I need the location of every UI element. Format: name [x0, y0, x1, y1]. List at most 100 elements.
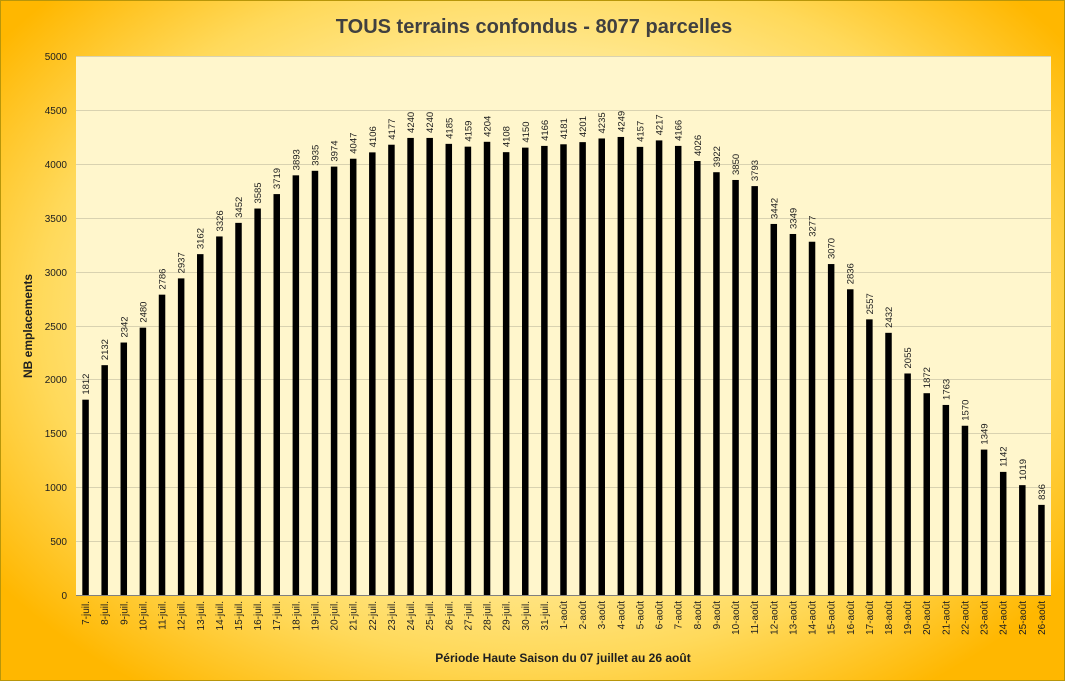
x-tick-label: 15-juil. — [234, 601, 245, 630]
x-tick-label: 7-juil. — [81, 601, 92, 625]
bar — [770, 223, 778, 595]
bar — [330, 166, 338, 595]
bar — [579, 142, 586, 595]
x-tick-label: 28-juil. — [483, 601, 494, 630]
data-label: 4235 — [597, 112, 608, 133]
bar — [349, 158, 357, 596]
y-tick-label: 1000 — [45, 483, 68, 494]
bar — [923, 393, 930, 595]
bar — [598, 138, 605, 595]
y-tick-label: 5000 — [45, 52, 68, 63]
bar — [101, 365, 108, 595]
data-label: 3162 — [196, 228, 207, 249]
bar — [464, 146, 472, 595]
x-tick-label: 18-juil. — [291, 601, 302, 630]
bar — [904, 373, 911, 595]
data-label: 4108 — [502, 126, 513, 147]
data-label: 1349 — [980, 423, 991, 444]
x-tick-label: 18-août — [884, 601, 895, 635]
data-label: 4217 — [655, 114, 666, 135]
bar — [942, 404, 950, 595]
data-label: 2937 — [177, 252, 188, 273]
data-label: 2132 — [100, 339, 111, 360]
data-label: 4047 — [349, 133, 360, 154]
x-tick-label: 27-juil. — [463, 601, 474, 630]
x-axis-ticks: 7-juil. 8-juil. 9-juil. 10-juil. 11-juil. 12-… — [81, 601, 1048, 635]
data-label: 3326 — [215, 210, 226, 231]
bar — [1038, 504, 1045, 595]
x-tick-label: 25-août — [1018, 601, 1029, 635]
bar — [177, 278, 185, 595]
data-label: 2786 — [158, 269, 169, 290]
bar — [827, 264, 835, 595]
data-label: 836 — [1037, 484, 1048, 500]
data-label: 1570 — [960, 400, 971, 421]
bar — [732, 179, 739, 595]
data-label: 3070 — [827, 238, 838, 259]
x-tick-label: 10-juil. — [138, 601, 149, 630]
x-tick-label: 5-août — [635, 601, 646, 630]
data-label: 3277 — [808, 216, 819, 237]
x-tick-label: 22-août — [960, 601, 971, 635]
x-tick-label: 8-août — [693, 601, 704, 630]
bar — [560, 144, 567, 596]
y-axis-ticks: 0 500 1000 1500 2000 2500 3000 3500 4000 4500 5000 — [45, 52, 68, 602]
data-label: 2342 — [119, 316, 130, 337]
data-label: 1763 — [941, 379, 952, 400]
x-tick-label: 10-août — [731, 601, 742, 635]
bar — [158, 294, 166, 595]
bar — [82, 399, 89, 595]
data-label: 4181 — [559, 118, 570, 139]
x-tick-label: 29-juil. — [502, 601, 513, 630]
data-label: 3893 — [291, 149, 302, 170]
x-tick-label: 21-août — [941, 601, 952, 635]
x-tick-label: 13-juil. — [196, 601, 207, 630]
bar — [885, 332, 892, 595]
bar — [216, 236, 223, 595]
data-label: 3442 — [769, 198, 780, 219]
bar — [426, 137, 433, 595]
data-label: 4106 — [368, 126, 379, 147]
data-label: 2055 — [903, 347, 914, 368]
bar — [808, 241, 816, 596]
x-tick-label: 26-août — [1037, 601, 1048, 635]
data-label: 1872 — [922, 367, 933, 388]
data-label: 3452 — [234, 197, 245, 218]
data-label: 4157 — [635, 121, 646, 142]
x-tick-label: 25-juil. — [425, 601, 436, 630]
data-label: 4166 — [674, 120, 685, 141]
bar — [522, 147, 529, 595]
data-label: 3719 — [272, 168, 283, 189]
data-label: 3585 — [253, 182, 264, 203]
data-label: 3922 — [712, 146, 723, 167]
x-tick-label: 11-juil. — [158, 601, 169, 630]
data-label: 4159 — [463, 121, 474, 142]
bar — [636, 146, 644, 595]
bars — [82, 136, 1045, 596]
x-tick-label: 24-août — [999, 601, 1010, 635]
x-axis-title: Période Haute Saison du 07 juillet au 26… — [435, 651, 690, 665]
bar — [1019, 485, 1026, 595]
x-tick-label: 7-août — [674, 601, 685, 630]
bar — [617, 136, 625, 595]
x-tick-label: 22-juil. — [368, 601, 379, 630]
x-tick-label: 16-août — [846, 601, 857, 635]
bar — [407, 137, 414, 595]
bar — [999, 471, 1007, 595]
data-labels: 1812 2132 2342 2480 2786 2937 3162 3326 3452 3585… — [81, 111, 1048, 500]
data-label: 4177 — [387, 119, 398, 140]
x-tick-label: 14-juil. — [215, 601, 226, 630]
x-tick-label: 11-août — [750, 601, 761, 634]
bar — [197, 254, 204, 595]
bar — [388, 144, 395, 595]
x-tick-label: 13-août — [788, 601, 799, 635]
bar — [980, 449, 988, 595]
bar — [292, 175, 300, 595]
bar — [674, 145, 682, 595]
data-label: 2480 — [138, 302, 149, 323]
data-label: 2432 — [884, 307, 895, 328]
x-tick-label: 15-août — [827, 601, 838, 635]
data-label: 2557 — [865, 293, 876, 314]
x-tick-label: 26-juil. — [444, 601, 455, 630]
